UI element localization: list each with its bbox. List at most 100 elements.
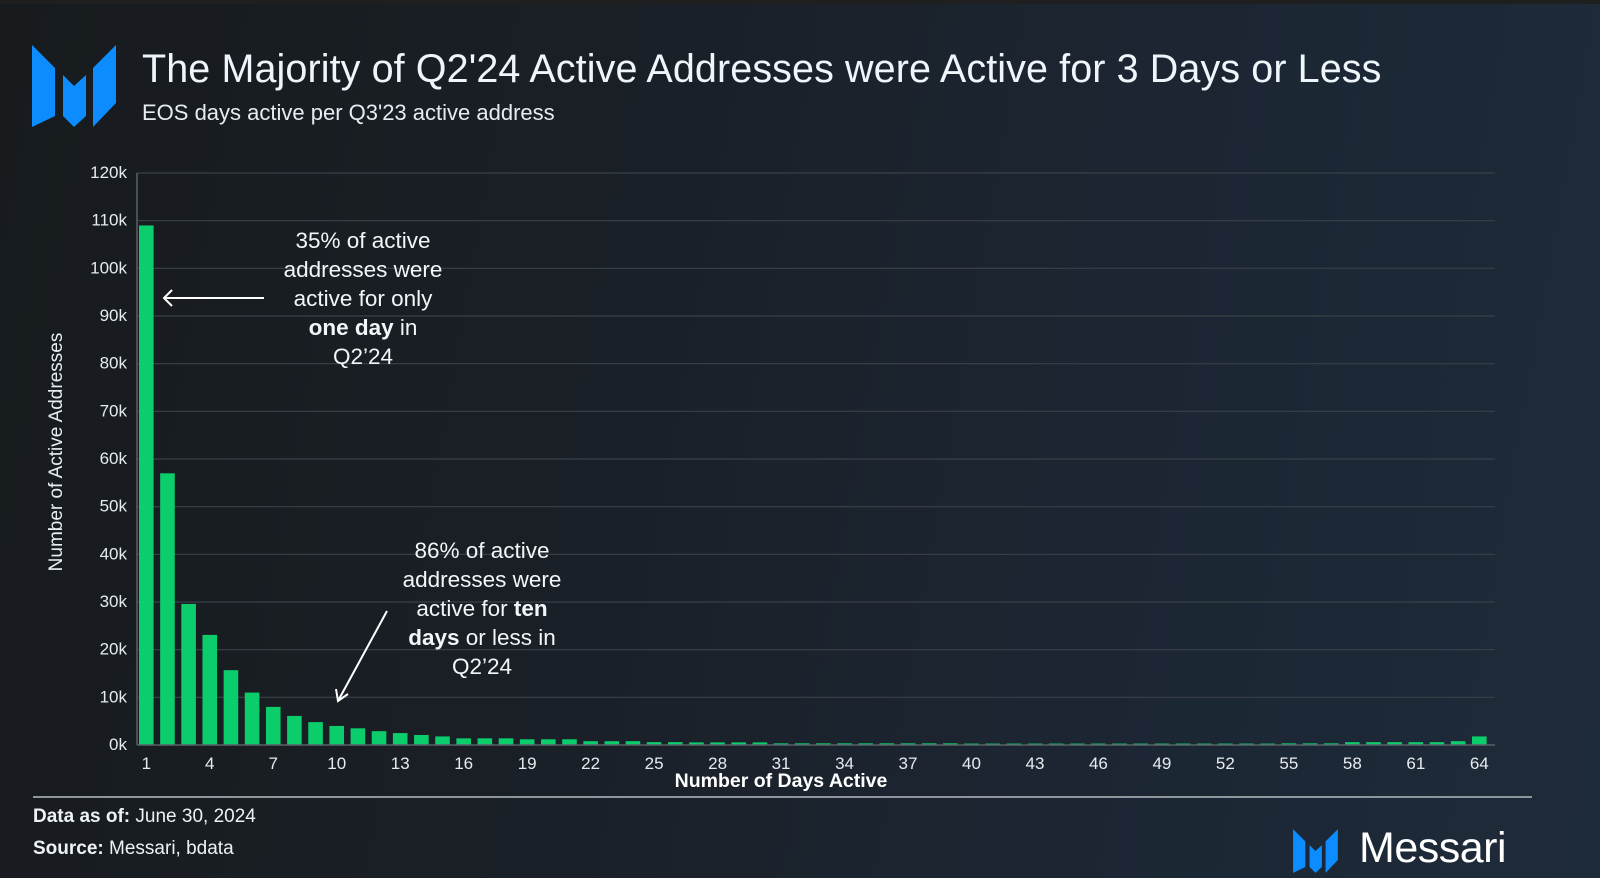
annotation-line: active for ten [403,594,562,623]
x-tick-label: 16 [454,754,473,773]
data-as-of-label: Data as of: [33,806,131,827]
y-tick-label: 10k [100,687,128,706]
y-axis-title: Number of Active Addresses [46,332,67,572]
annotation-text: addresses were [283,257,443,282]
bar-day-19 [519,739,535,745]
annotation-text: or less in [459,625,556,650]
annotation-text: one day [308,315,394,340]
x-tick-label: 43 [1026,754,1045,773]
y-tick-label: 20k [100,640,128,659]
bar-day-1 [139,225,154,745]
x-tick-label: 25 [645,754,664,773]
x-tick-label: 52 [1216,754,1235,773]
bar-day-17 [477,738,493,745]
x-tick-label: 55 [1279,754,1298,773]
bar-day-34 [837,743,852,745]
bar-day-8 [287,715,302,745]
annotation-text: active for [416,596,514,621]
bar-day-7 [265,706,281,745]
annotation-text: 86% of active [414,538,550,563]
annotation-text: Q2’24 [451,654,513,679]
bar-day-32 [794,743,810,745]
y-tick-label: 100k [90,258,127,277]
bar-day-61 [1408,742,1424,745]
bar-day-60 [1387,742,1402,745]
bar-day-37 [900,743,916,745]
bar-day-22 [583,741,598,745]
x-tick-label: 28 [708,754,727,773]
x-tick-label: 31 [772,754,791,773]
arrow-shaft [337,610,388,702]
x-tick-label: 22 [581,754,600,773]
annotation-line: Q2’24 [403,652,562,681]
bar-day-21 [562,739,577,745]
y-tick-label: 0k [109,735,127,754]
bar-day-3 [181,603,196,745]
bar-day-26 [667,742,683,745]
bar-day-12 [371,731,387,745]
gridlines [137,172,1495,698]
x-tick-label: 46 [1089,754,1108,773]
bar-day-36 [879,743,895,745]
x-tick-label: 49 [1152,754,1171,773]
arrow-head-icon [162,289,173,307]
x-tick-label: 10 [327,754,346,773]
bars [139,225,1487,745]
x-tick-label: 37 [899,754,918,773]
footer-divider [33,796,1532,798]
y-tick-label: 120k [90,163,127,182]
x-tick-label: 19 [518,754,537,773]
messari-brand-icon [1293,829,1338,873]
x-tick-label: 64 [1470,754,1489,773]
annotation-text: ten [513,596,548,621]
y-tick-label: 80k [100,354,128,373]
bar-day-16 [456,738,471,745]
y-tick-label: 90k [100,306,128,325]
bar-day-39 [943,743,958,745]
bar-day-33 [816,743,831,745]
annotation-line: active for only [284,284,443,313]
bar-day-24 [625,741,641,745]
annotation-text: addresses were [402,567,562,592]
bar-day-5 [223,670,239,745]
bar-day-38 [921,743,937,745]
annotation-one-day: 35% of active addresses were active for on… [284,226,443,371]
y-tick-label: 40k [100,544,128,563]
annotation-line: 35% of active [284,226,443,255]
annotation-text: days [408,625,460,650]
y-tick-label: 50k [100,497,128,516]
bar-day-20 [541,739,556,745]
x-tick-label: 7 [269,754,278,773]
x-tick-label: 61 [1406,754,1425,773]
data-as-of-value: June 30, 2024 [130,806,256,827]
annotation-line: addresses were [403,565,562,594]
x-tick-label: 40 [962,754,981,773]
bar-day-25 [646,742,662,745]
y-tick-label: 110k [91,211,127,230]
footer-data-as-of: Data as of: June 30, 2024 [33,806,256,828]
x-tick-label: 1 [142,754,151,773]
x-tick-label: 34 [835,754,854,773]
bar-day-27 [689,742,704,745]
source-label: Source: [33,838,104,859]
x-axis-title: Number of Days Active [674,770,888,792]
annotation-text: in [393,315,418,340]
bar-day-13 [392,733,408,745]
annotation-text: Q2’24 [332,344,394,369]
bar-day-11 [350,728,366,745]
annotation-text: 35% of active [295,228,431,253]
annotation-line: one day in [284,313,443,342]
y-tick-label: 70k [100,401,128,420]
x-tick-labels: 1 4 7 10 13 16 19 22 25 28 31 34 37 40 43 46 49 52 55 58 61 6… [142,754,1489,773]
x-tick-label: 4 [205,754,214,773]
bar-day-18 [498,738,514,745]
y-tick-label: 60k [100,449,128,468]
x-tick-label: 58 [1343,754,1362,773]
y-tick-label: 30k [100,592,128,611]
top-band [0,0,1600,4]
bar-day-31 [773,743,789,745]
annotation-line: days or less in [403,623,562,652]
annotation-ten-days: 86% of active addresses were active for te… [403,536,562,681]
annotation-line: addresses were [284,255,443,284]
